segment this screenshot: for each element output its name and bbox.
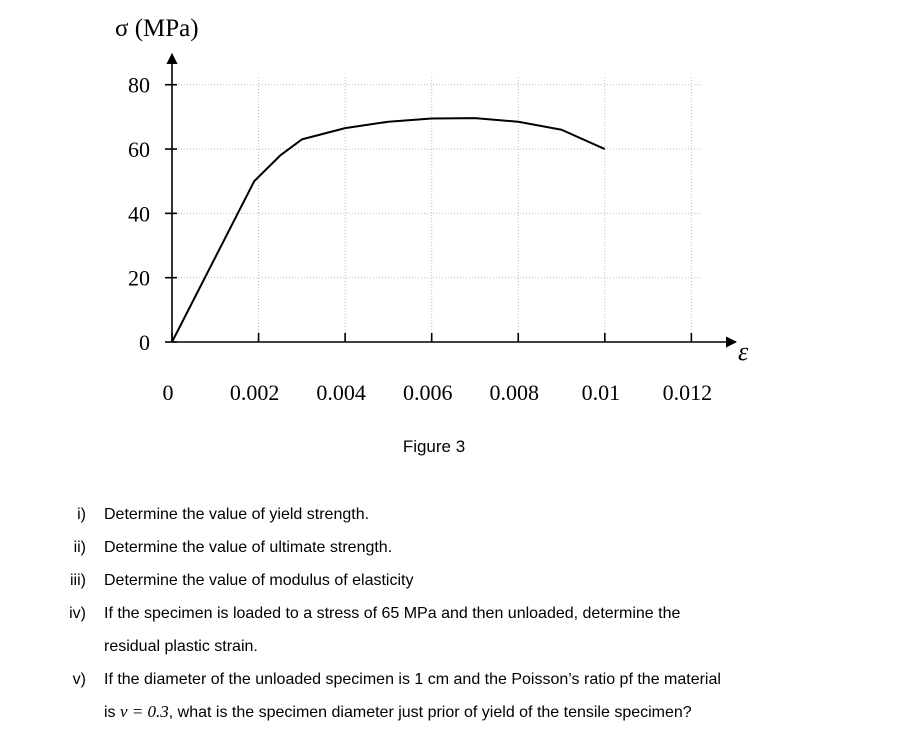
- math: v = 0.3: [120, 702, 169, 721]
- text-part: is: [104, 704, 120, 721]
- x-tick-label: 0.002: [230, 380, 280, 405]
- y-tick-label: 40: [128, 201, 150, 226]
- x-tick-label: 0.008: [490, 380, 540, 405]
- question-text: is v = 0.3, what is the specimen diamete…: [104, 702, 692, 721]
- x-tick-label: 0: [163, 380, 174, 405]
- y-tick-label: 20: [128, 266, 150, 291]
- x-tick-label: 0.012: [663, 380, 713, 405]
- x-tick-label: 0.004: [316, 380, 366, 405]
- text-part: , what is the specimen diameter just pri…: [169, 704, 692, 721]
- y-tick-label: 0: [139, 330, 150, 355]
- caption: Figure 3: [403, 437, 465, 456]
- stress-strain-curve: [171, 117, 606, 343]
- x-axis-title: ε: [738, 337, 749, 366]
- question-number: iii): [70, 572, 86, 589]
- question-text: Determine the value of modulus of elasti…: [104, 572, 413, 589]
- question-number: i): [77, 506, 86, 523]
- question-text: Determine the value of yield strength.: [104, 506, 369, 523]
- x-tick-label: 0.006: [403, 380, 453, 405]
- question-number: ii): [74, 539, 86, 556]
- x-tick-label: 0.01: [582, 380, 621, 405]
- question-text: residual plastic strain.: [104, 638, 258, 655]
- question-text: If the diameter of the unloaded specimen…: [104, 671, 721, 688]
- y-axis-title: σ (MPa): [115, 15, 199, 42]
- y-tick-label: 60: [128, 137, 150, 162]
- question-number: iv): [69, 605, 86, 622]
- question-text: If the specimen is loaded to a stress of…: [104, 605, 680, 622]
- question-text: Determine the value of ultimate strength…: [104, 539, 392, 556]
- question-number: v): [73, 671, 86, 688]
- y-tick-label: 80: [128, 73, 150, 98]
